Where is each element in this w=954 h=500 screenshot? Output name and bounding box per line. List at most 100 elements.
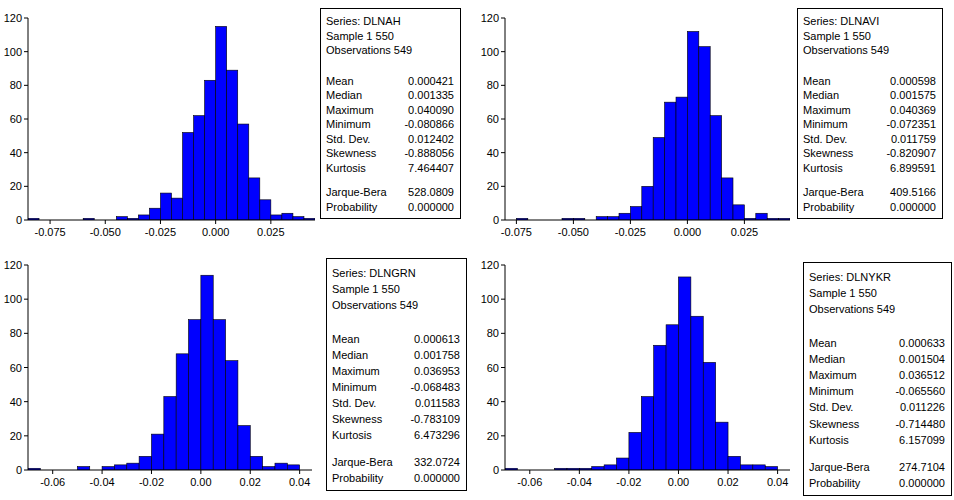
stats-label: Maximum: [332, 365, 380, 377]
histogram-bar: [116, 217, 127, 220]
x-tick-label: 0.000: [202, 226, 230, 238]
histogram-bar: [102, 467, 114, 470]
y-tick-label: 100: [4, 293, 22, 305]
histogram-bar: [687, 31, 698, 220]
histogram-bar: [604, 465, 616, 470]
histogram-bar: [733, 205, 744, 220]
y-tick: [24, 401, 28, 402]
y-tick: [24, 152, 28, 153]
y-tick-label: 0: [16, 214, 22, 226]
histogram-bar: [592, 467, 604, 470]
histogram-bar: [216, 26, 227, 220]
x-tick: [200, 470, 201, 474]
x-axis-line: [505, 220, 790, 221]
y-tick: [24, 367, 28, 368]
y-tick-label: 120: [481, 12, 499, 24]
x-tick-label: -0.075: [34, 226, 65, 238]
x-tick: [529, 470, 530, 474]
y-tick: [501, 85, 505, 86]
bars: [28, 26, 315, 220]
histogram-bar: [164, 397, 176, 470]
stats-header: Sample 1 550: [332, 283, 400, 295]
stats-value: -0.065560: [895, 385, 945, 397]
stats-label: Mean: [326, 75, 354, 87]
stats-label: Minimum: [332, 381, 377, 393]
x-tick: [579, 470, 580, 474]
stats-label: Kurtosis: [326, 162, 366, 174]
x-tick-label: -0.075: [501, 226, 532, 238]
stats-header: Observations 549: [803, 44, 889, 56]
stats-value: 274.7104: [899, 461, 945, 473]
x-tick-label: -0.025: [145, 226, 176, 238]
stats-header: Sample 1 550: [809, 287, 877, 299]
y-tick-label: 120: [4, 259, 22, 271]
stats-frame: [321, 9, 461, 219]
y-tick: [24, 51, 28, 52]
histogram-bar: [722, 178, 733, 220]
x-tick-label: -0.025: [615, 226, 646, 238]
y-tick: [501, 470, 505, 471]
y-tick: [24, 265, 28, 266]
y-tick: [24, 220, 28, 221]
histogram-bar: [293, 217, 304, 220]
stats-label: Std. Dev.: [326, 133, 370, 145]
x-tick-label: -0.02: [616, 476, 641, 488]
stats-label: Kurtosis: [803, 162, 843, 174]
stats-value: -0.783109: [410, 413, 460, 425]
y-tick-label: 0: [493, 464, 499, 476]
x-tick: [628, 470, 629, 474]
stats-value: 6.899591: [890, 162, 936, 174]
y-tick: [501, 401, 505, 402]
y-tick-label: 0: [16, 464, 22, 476]
histogram-bar: [282, 213, 293, 220]
histogram-bar: [641, 397, 653, 470]
stats-frame: [327, 259, 467, 491]
x-tick: [777, 470, 778, 474]
y-tick: [24, 18, 28, 19]
y-tick-label: 40: [487, 147, 499, 159]
y-tick-label: 40: [487, 396, 499, 408]
histogram-bar: [629, 432, 641, 470]
y-tick-label: 120: [481, 259, 499, 271]
histogram-bar: [201, 275, 213, 470]
y-tick: [24, 186, 28, 187]
y-tick: [24, 299, 28, 300]
histogram-bar: [226, 361, 238, 470]
stats-label: Skewness: [326, 147, 377, 159]
y-tick-label: 100: [481, 293, 499, 305]
histogram-bar: [238, 124, 249, 220]
y-tick: [501, 299, 505, 300]
stats-label: Maximum: [809, 369, 857, 381]
x-tick: [50, 220, 51, 224]
y-tick-label: 120: [4, 12, 22, 24]
x-tick: [270, 220, 271, 224]
histogram-bar: [114, 465, 126, 470]
stats-value: -0.072351: [886, 118, 936, 130]
stats-value: 0.036512: [899, 369, 945, 381]
histogram-bar: [205, 80, 216, 220]
x-tick-label: 0.02: [717, 476, 738, 488]
stats-header: Series: DLNAVI: [803, 15, 879, 27]
histogram-bar: [194, 116, 205, 220]
histogram-bar: [263, 467, 275, 470]
x-tick-label: 0.000: [674, 226, 702, 238]
x-tick-label: -0.04: [567, 476, 592, 488]
y-tick-label: 60: [487, 113, 499, 125]
stats-label: Median: [326, 89, 362, 101]
histogram-bar: [710, 116, 721, 220]
y-tick: [501, 18, 505, 19]
y-tick-label: 80: [10, 327, 22, 339]
stats-header: Observations 549: [326, 44, 412, 56]
histogram-bar: [77, 467, 89, 470]
y-tick: [501, 435, 505, 436]
x-tick: [744, 220, 745, 224]
histogram-bar: [149, 208, 160, 220]
stats-label: Std. Dev.: [803, 133, 847, 145]
x-tick-label: -0.050: [558, 226, 589, 238]
stats-label: Std. Dev.: [809, 401, 853, 413]
x-tick-label: 0.025: [731, 226, 759, 238]
stats-frame: [804, 263, 952, 496]
histogram-bar: [619, 213, 630, 220]
histogram-panel: 020406080100120-0.06-0.04-0.020.000.020.…: [4, 259, 467, 491]
histogram-bar: [716, 422, 728, 470]
